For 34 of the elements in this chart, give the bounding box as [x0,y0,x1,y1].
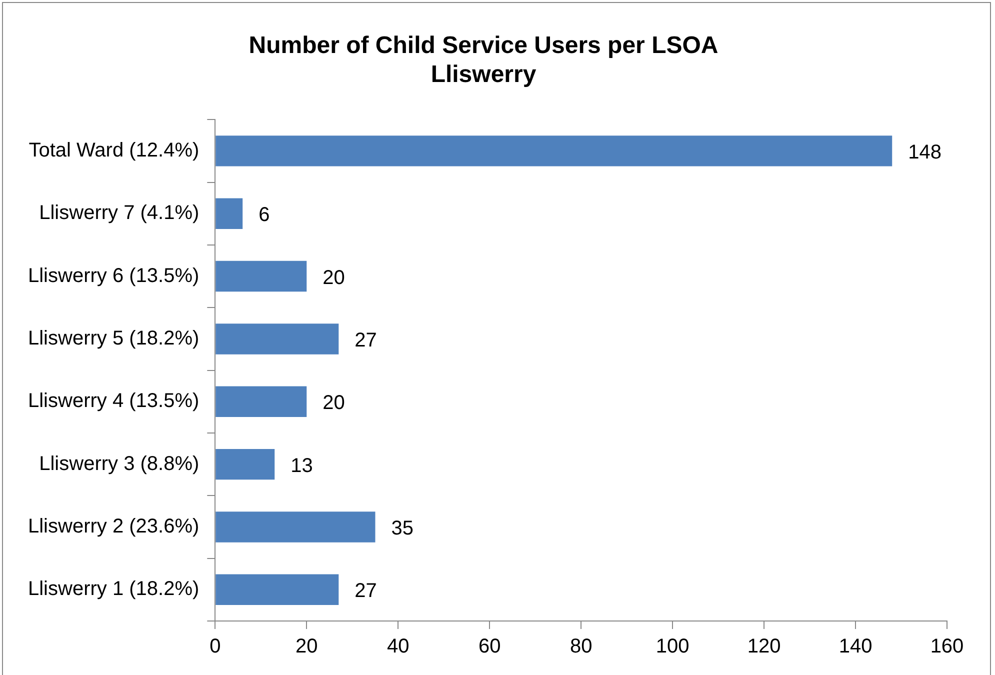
bar [216,574,339,606]
data-label: 27 [354,329,377,352]
x-tick-label: 120 [747,636,781,658]
y-tick-label: Total Ward (12.4%) [28,139,200,162]
data-label: 35 [391,518,414,540]
bar [216,448,275,480]
data-label: 13 [290,454,313,477]
y-tick-label: Lliswerry 4 (13.5%) [28,390,200,412]
bar [216,512,376,542]
x-tick-label: 100 [656,636,690,658]
x-tick-label: 0 [210,636,221,658]
bar [216,324,339,354]
y-tick-label: Lliswerry 2 (23.6%) [28,516,200,538]
x-tick-label: 40 [386,636,410,658]
x-tick-label: 160 [930,636,964,658]
x-tick-label: 60 [478,636,501,658]
bar [216,136,892,166]
y-tick-label: Lliswerry 1 (18.2%) [28,578,200,600]
x-tick-label: 140 [838,636,872,658]
y-tick-label: Lliswerry 5 (18.2%) [28,327,200,350]
y-tick-label: Lliswerry 7 (4.1%) [39,202,200,224]
x-tick-label: 20 [296,636,318,658]
y-tick-label: Lliswerry 3 (8.8%) [39,452,200,475]
data-label: 148 [908,141,942,164]
data-label: 6 [258,204,270,226]
bar [216,198,243,229]
x-tick-label: 80 [570,636,592,658]
data-label: 27 [354,580,377,602]
bar [216,260,307,292]
data-label: 20 [322,266,345,289]
chart-title: Number of Child Service Users per LSOA Lliswerry [248,32,718,88]
data-label: 20 [322,392,345,414]
y-tick-label: Lliswerry 6 (13.5%) [28,264,200,287]
bar [216,386,307,417]
